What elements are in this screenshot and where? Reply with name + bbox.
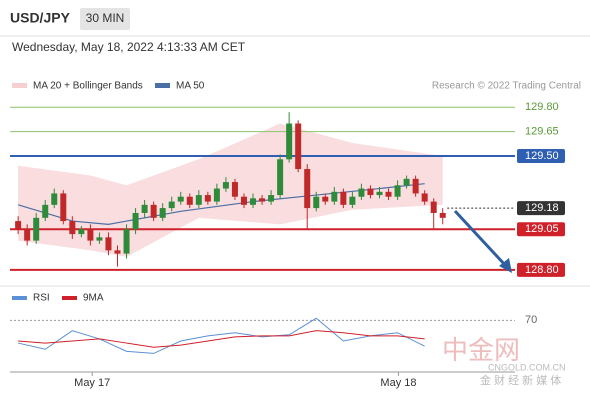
legend-label: 9MA [83,293,104,304]
forecast-arrow [453,209,508,268]
level-label-box [517,149,565,164]
candle-body [204,195,211,202]
candle-body [295,123,302,170]
candle-body [349,196,356,205]
level-label-box [517,201,565,216]
candle-body [150,204,157,218]
candle-body [213,188,220,202]
rsi-line [18,317,425,354]
candle-body [42,204,49,218]
candle-body [15,221,22,230]
candle-body [250,198,257,205]
candle-body [304,169,311,209]
candle-body [430,201,437,213]
candle-body [394,185,401,197]
candle-body [114,250,121,254]
candle-body [24,229,31,241]
candle-body [96,237,103,241]
level-label-box [517,222,565,237]
candle-body [313,196,320,209]
legend-label: MA 20 + Bollinger Bands [33,81,143,92]
candle-body [159,208,166,218]
legend-swatch [155,83,170,88]
level-label: 128.80 [525,264,559,276]
level-label: 129.18 [525,202,559,214]
candle-body [259,198,266,202]
candle-body [222,182,229,189]
candle-body [277,159,284,196]
level-label: 129.05 [525,223,559,235]
y-tick-label: 70 [525,314,537,326]
candle-body [168,201,175,209]
candle-body [439,212,446,218]
candle-body [340,191,347,205]
credit: Research © 2022 Trading Central [432,81,581,92]
candle-body [123,229,130,254]
candle-body [403,178,410,186]
x-tick-label: May 17 [74,377,110,389]
timestamp: Wednesday, May 18, 2022 4:13:33 AM CET [12,40,246,54]
candle-body [331,191,338,202]
legend-label: MA 50 [176,81,205,92]
level-label-box [517,262,565,277]
candle-body [385,191,392,197]
candle-body [286,123,293,160]
interval-badge[interactable] [80,8,130,30]
watermark: 中金网 [442,335,520,365]
candle-body [177,196,184,202]
level-label: 129.65 [525,126,559,138]
x-tick-label: May 18 [380,377,416,389]
candle-body [141,204,148,213]
watermark: 金 财 经 新 媒 体 [480,373,561,387]
rsi-line [18,330,425,348]
legend-label: RSI [33,293,50,304]
symbol: USD/JPY [10,10,71,26]
watermark: CNGOLD.COM.CN [488,362,566,372]
candle-body [132,212,139,230]
candle-body [376,191,383,196]
interval[interactable]: 30 MIN [86,11,125,25]
candle-body [421,193,428,202]
legend-swatch [12,296,27,300]
candle-body [33,217,40,241]
candle-body [240,196,247,205]
legend-swatch [62,296,77,300]
level-label: 129.50 [525,150,559,162]
candle-body [186,196,193,205]
candle-body [51,193,58,205]
candle-body [412,178,419,194]
arrow-head [499,258,512,273]
candle-body [195,195,202,205]
candle-body [268,195,275,202]
candle-body [87,229,94,241]
candle-body [367,188,374,196]
candle-body [231,182,238,197]
candle-body [105,237,112,251]
candle-body [60,193,67,222]
level-label: 129.80 [525,101,559,113]
legend-swatch [12,83,27,88]
candle-body [69,221,76,235]
candle-body [322,196,329,202]
candle-body [358,188,365,197]
candle-body [78,229,85,235]
